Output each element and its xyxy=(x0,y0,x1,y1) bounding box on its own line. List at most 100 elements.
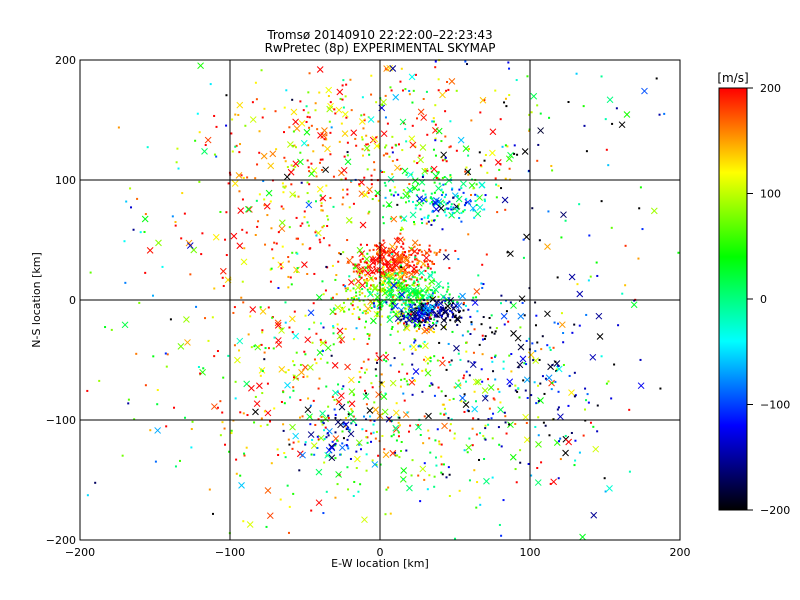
data-point-dot xyxy=(358,299,361,302)
data-point-dot xyxy=(452,397,455,400)
data-point-dot xyxy=(322,422,325,425)
data-point-dot xyxy=(424,278,427,281)
data-point-cross xyxy=(201,148,208,155)
data-point-dot xyxy=(176,147,179,150)
data-point-dot xyxy=(448,473,451,476)
data-point-dot xyxy=(365,436,368,439)
data-point-dot xyxy=(412,282,415,285)
data-point-dot xyxy=(482,434,485,437)
data-point-dot xyxy=(418,243,421,246)
data-point-dot xyxy=(605,148,608,151)
data-point-dot xyxy=(273,336,276,339)
data-point-dot xyxy=(366,441,369,444)
data-point-dot xyxy=(332,326,335,329)
data-point-dot xyxy=(437,303,440,306)
data-point-dot xyxy=(366,436,369,439)
data-point-cross xyxy=(408,135,416,143)
data-point-dot xyxy=(198,180,201,183)
data-point-dot xyxy=(358,272,361,275)
data-point-dot xyxy=(361,96,364,99)
data-point-dot xyxy=(325,134,328,137)
data-point-dot xyxy=(424,168,427,171)
data-point-dot xyxy=(358,370,361,373)
data-point-dot xyxy=(522,256,525,259)
data-point-dot xyxy=(448,361,451,364)
data-point-dot xyxy=(350,297,353,300)
data-point-dot xyxy=(391,151,394,154)
data-point-dot xyxy=(414,270,417,273)
data-point-dot xyxy=(435,252,438,255)
data-point-dot xyxy=(420,218,423,221)
data-point-dot xyxy=(453,432,456,435)
data-point-cross xyxy=(254,343,262,351)
data-point-dot xyxy=(442,308,445,311)
data-point-dot xyxy=(363,119,366,122)
data-point-dot xyxy=(233,344,236,347)
data-point-dot xyxy=(504,415,507,418)
data-point-dot xyxy=(407,319,410,322)
data-point-dot xyxy=(348,308,351,311)
data-point-dot xyxy=(427,310,430,313)
data-point-dot xyxy=(315,362,318,365)
data-point-dot xyxy=(313,321,316,324)
data-point-dot xyxy=(342,284,345,287)
data-point-dot xyxy=(183,212,186,215)
data-point-dot xyxy=(450,208,453,211)
data-point-cross xyxy=(325,86,333,94)
data-point-dot xyxy=(296,271,299,274)
data-point-dot xyxy=(541,335,544,338)
data-point-dot xyxy=(451,188,454,191)
data-point-cross xyxy=(523,376,531,384)
data-point-dot xyxy=(227,354,230,357)
data-point-dot xyxy=(407,250,410,253)
data-point-dot xyxy=(292,441,295,444)
data-point-dot xyxy=(363,176,366,179)
data-point-dot xyxy=(411,377,414,380)
data-point-dot xyxy=(349,78,352,81)
data-point-cross xyxy=(155,239,162,247)
data-point-cross xyxy=(362,393,370,400)
data-point-dot xyxy=(525,363,528,366)
data-point-dot xyxy=(345,116,348,119)
data-point-dot xyxy=(456,318,459,321)
data-point-dot xyxy=(322,512,325,515)
data-point-dot xyxy=(530,111,533,114)
data-point-dot xyxy=(509,384,512,387)
data-point-dot xyxy=(488,407,491,410)
data-point-dot xyxy=(494,378,497,381)
data-point-dot xyxy=(110,328,113,331)
data-point-dot xyxy=(327,218,330,221)
data-point-dot xyxy=(104,326,107,329)
data-point-dot xyxy=(402,247,405,250)
data-point-dot xyxy=(440,194,443,197)
data-point-cross xyxy=(623,111,631,118)
data-point-dot xyxy=(353,338,356,341)
data-point-dot xyxy=(382,222,385,225)
data-point-dot xyxy=(416,284,419,287)
data-point-dot xyxy=(352,415,355,418)
data-point-dot xyxy=(508,423,511,426)
data-point-dot xyxy=(448,200,451,203)
data-point-dot xyxy=(365,281,368,284)
data-point-dot xyxy=(401,255,404,258)
data-point-dot xyxy=(246,176,249,179)
data-point-cross xyxy=(558,321,566,329)
data-point-cross xyxy=(359,281,366,289)
data-point-dot xyxy=(525,421,528,424)
data-point-dot xyxy=(393,258,396,261)
data-point-dot xyxy=(243,454,246,457)
data-point-dot xyxy=(359,376,362,379)
data-point-dot xyxy=(398,416,401,419)
data-point-dot xyxy=(557,406,560,409)
data-point-dot xyxy=(350,302,353,305)
data-point-cross xyxy=(293,125,301,132)
data-point-dot xyxy=(373,161,376,164)
data-point-dot xyxy=(487,378,490,381)
data-point-dot xyxy=(372,431,375,434)
data-point-dot xyxy=(533,381,536,384)
data-point-cross xyxy=(420,114,428,121)
data-point-dot xyxy=(321,421,324,424)
data-point-dot xyxy=(361,257,364,260)
data-point-dot xyxy=(403,267,406,270)
data-point-cross xyxy=(305,201,313,209)
